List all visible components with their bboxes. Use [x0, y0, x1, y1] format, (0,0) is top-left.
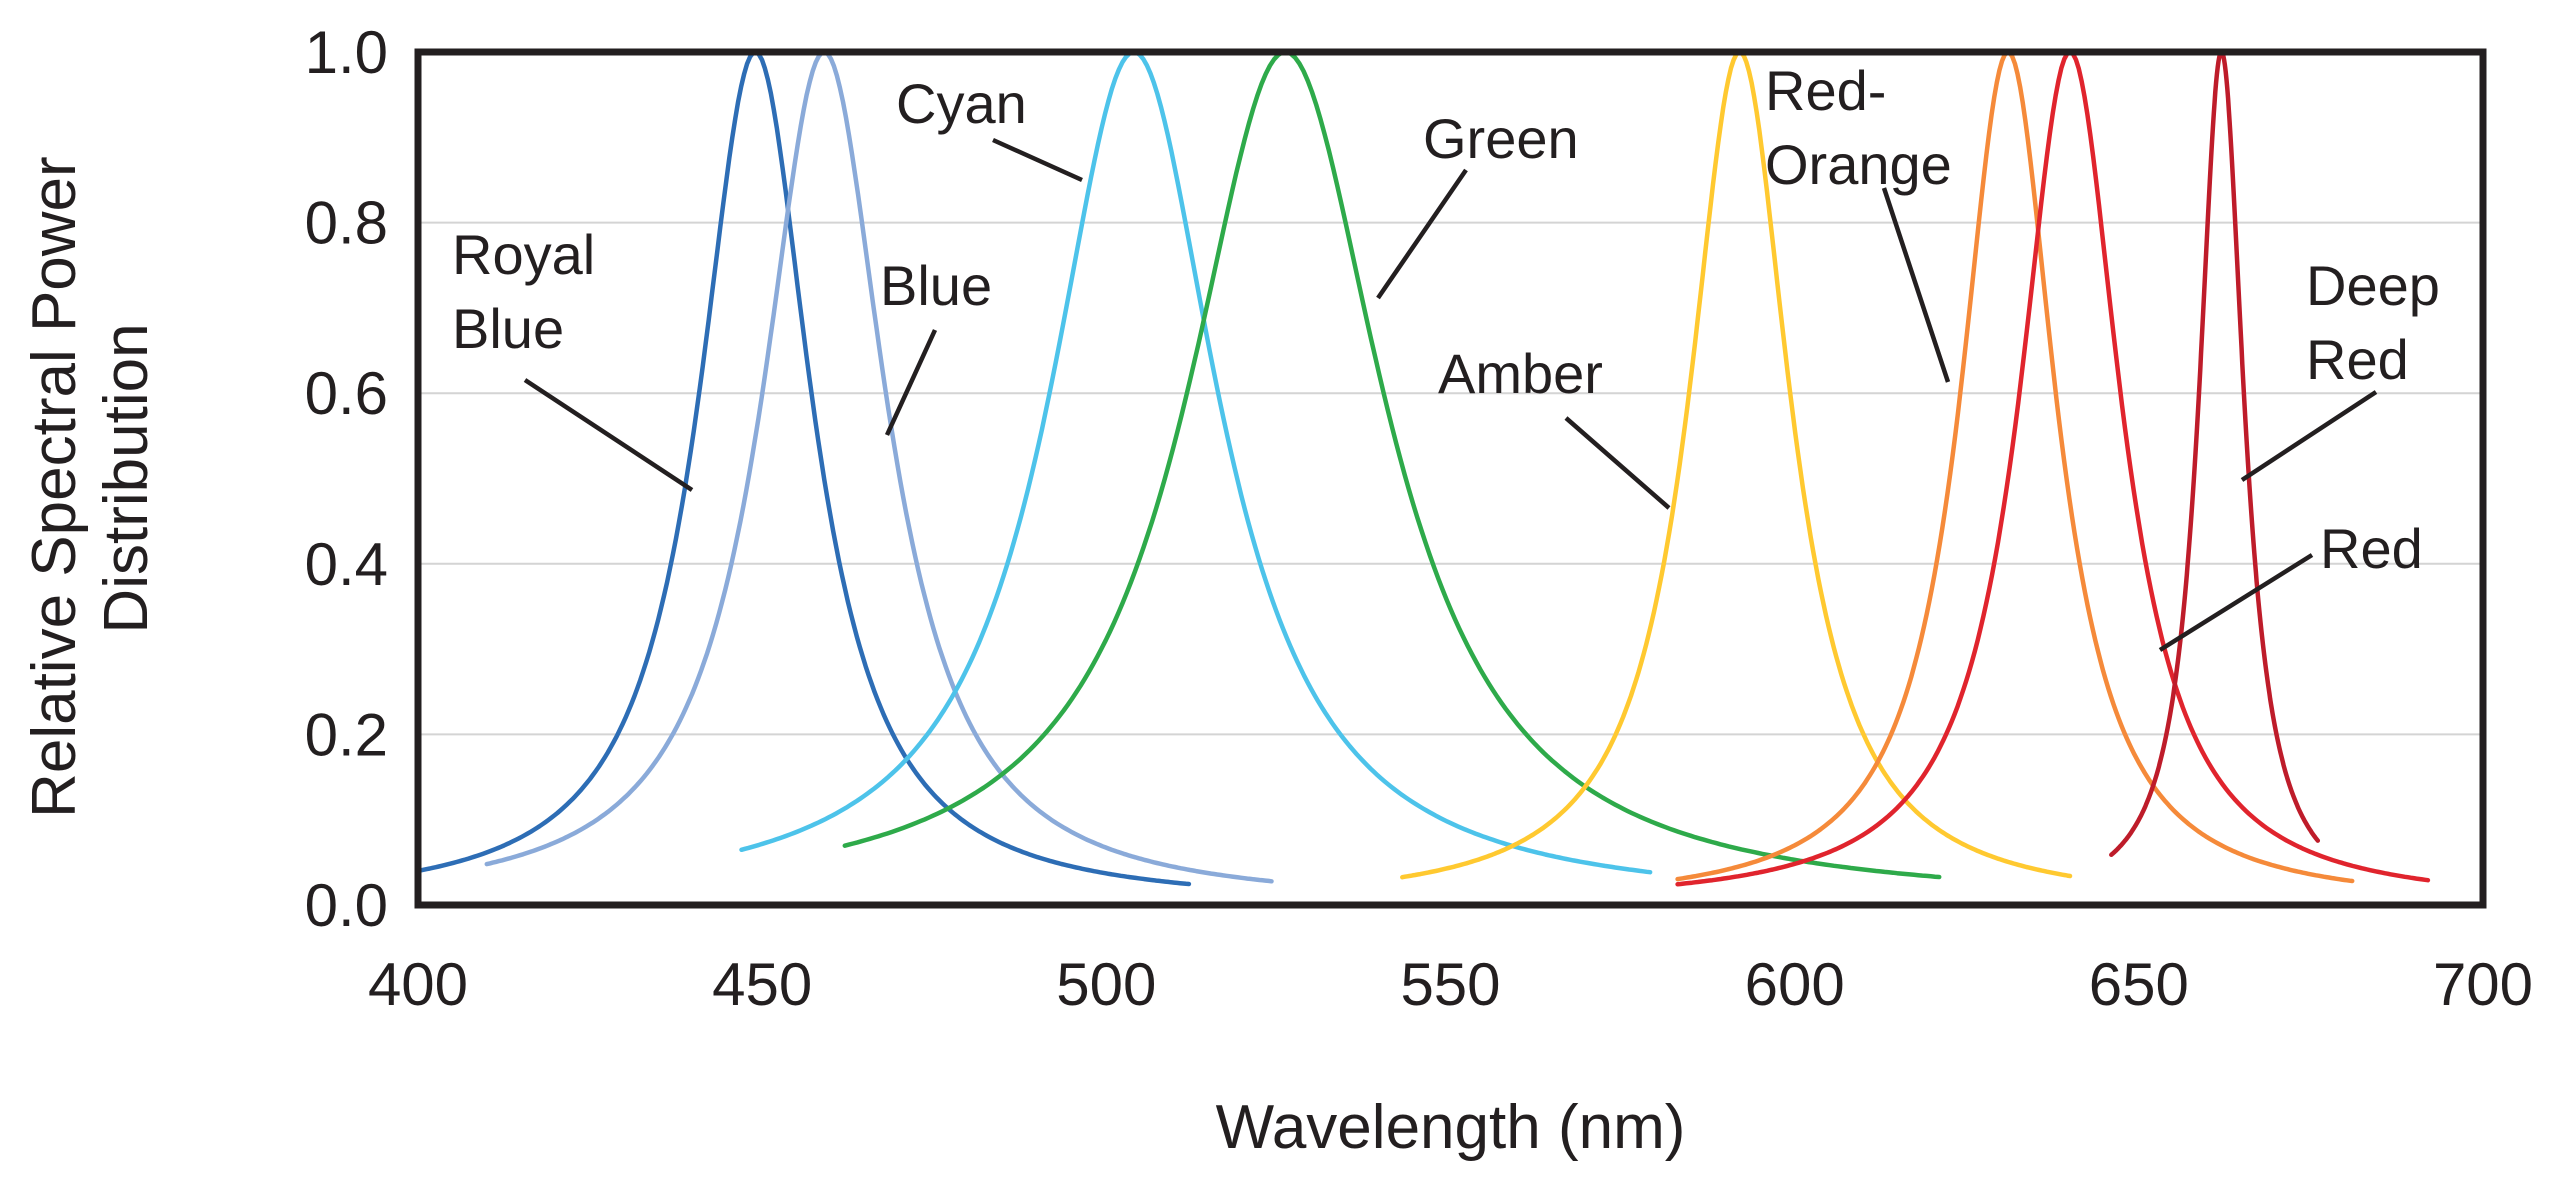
y-axis-title-line-1: Relative Spectral Power [20, 156, 89, 818]
y-axis-title: Relative Spectral Power Distribution [20, 139, 161, 818]
x-tick-label: 700 [2433, 951, 2533, 1018]
series-label-line: Blue [880, 254, 992, 317]
y-tick-label: 0.4 [305, 531, 388, 598]
series-label-line: Green [1423, 107, 1579, 170]
curve-red-orange [1675, 49, 2355, 884]
series-label-line: Red- [1765, 59, 1886, 122]
leader-line-royal-blue [523, 378, 694, 492]
series-label-red: Red [2320, 517, 2423, 580]
plot-frame [414, 48, 2487, 909]
leader-line-deep-red [2240, 390, 2378, 482]
series-label-deep-red: Deep Red [2306, 254, 2440, 391]
series-label-line: Cyan [896, 72, 1027, 135]
x-tick-label: 450 [712, 951, 812, 1018]
leader-line-green [1376, 168, 1468, 300]
x-axis-title: Wavelength (nm) [1216, 1093, 1686, 1162]
x-axis-ticks: 400 450 500 550 600 650 700 [368, 951, 2533, 1018]
series-label-line: Royal [452, 223, 595, 286]
series-label-line: Red [2320, 517, 2423, 580]
x-tick-label: 650 [2089, 951, 2189, 1018]
series-label-cyan: Cyan [896, 72, 1027, 135]
curve-deep-red [2109, 49, 2321, 858]
leader-line-cyan [992, 137, 1083, 183]
y-tick-label: 0.6 [305, 360, 388, 427]
leader-line-red-orange [1881, 187, 1951, 383]
series-label-line: Deep [2306, 254, 2440, 317]
gridlines [418, 221, 2483, 736]
series-label-line: Orange [1765, 133, 1952, 196]
y-tick-label: 0.8 [305, 190, 388, 257]
curve-green [842, 49, 1942, 880]
x-tick-label: 500 [1056, 951, 1156, 1018]
x-tick-label: 550 [1400, 951, 1500, 1018]
series-leader-lines [523, 137, 2378, 652]
series-labels: Royal BlueBlueCyanGreenAmberRed-OrangeRed… [452, 59, 2440, 580]
curve-red [1675, 49, 2431, 887]
series-curves [415, 49, 2431, 887]
y-axis-title-line-2: Distribution [92, 323, 161, 633]
curve-royal-blue [415, 49, 1192, 887]
leader-line-amber [1564, 416, 1671, 510]
curve-blue [484, 49, 1274, 884]
y-tick-label: 0.0 [305, 872, 388, 939]
series-label-red-orange: Red- Orange [1765, 59, 1952, 196]
curve-cyan [739, 49, 1653, 875]
y-tick-label: 1.0 [305, 19, 388, 86]
leader-line-red [2158, 553, 2314, 652]
leader-line-blue [884, 329, 938, 436]
curve-amber [1400, 49, 2073, 880]
series-label-line: Red [2306, 328, 2409, 391]
series-label-green: Green [1423, 107, 1579, 170]
x-tick-label: 600 [1745, 951, 1845, 1018]
x-tick-label: 400 [368, 951, 468, 1018]
series-label-line: Amber [1438, 342, 1603, 405]
series-label-amber: Amber [1438, 342, 1603, 405]
series-label-line: Blue [452, 297, 564, 360]
y-tick-label: 0.2 [305, 701, 388, 768]
y-axis-ticks: 0.0 0.2 0.4 0.6 0.8 1.0 [305, 19, 388, 939]
series-label-blue: Blue [880, 254, 992, 317]
series-label-royal-blue: Royal Blue [452, 223, 595, 360]
